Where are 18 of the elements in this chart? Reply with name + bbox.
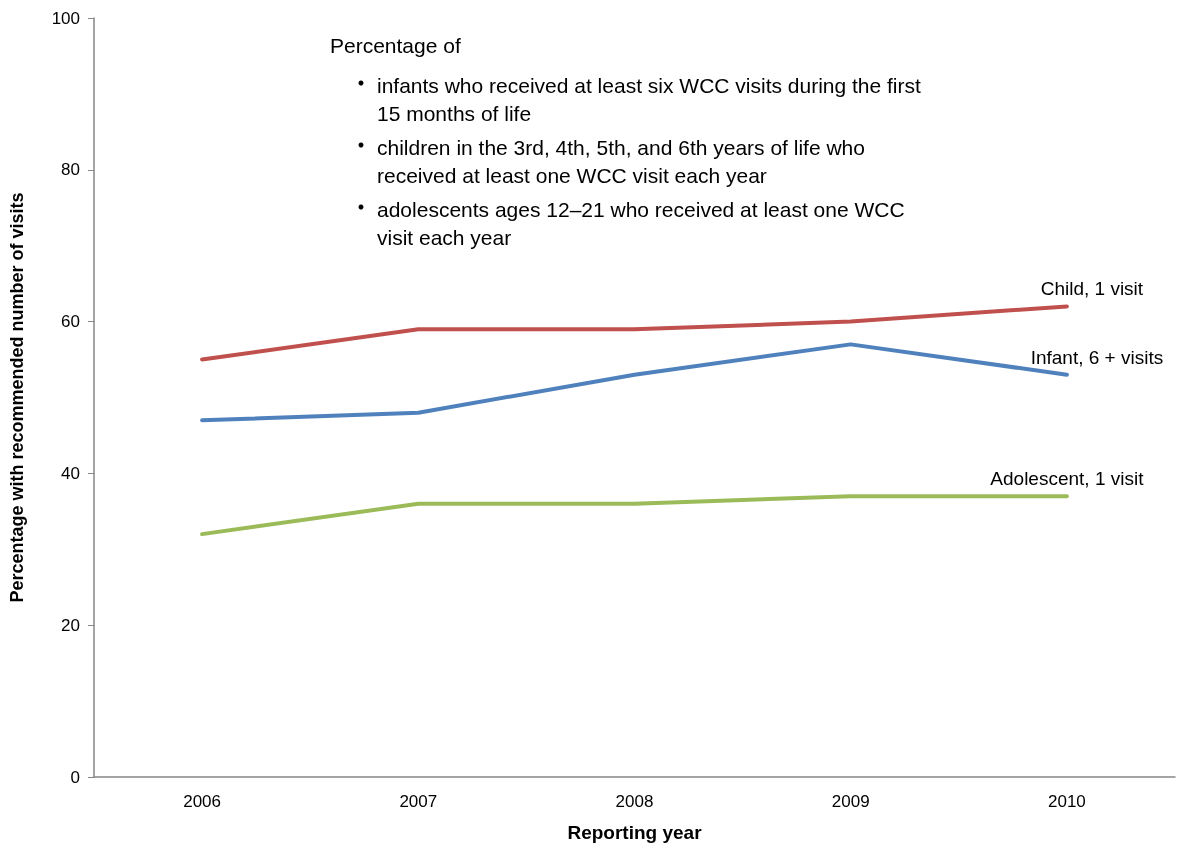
y-tick-label: 100 xyxy=(51,8,80,28)
series-label: Adolescent, 1 visit xyxy=(990,468,1145,490)
y-tick-label: 20 xyxy=(61,615,80,635)
x-tick-label: 2006 xyxy=(183,792,222,811)
series-label: Child, 1 visit xyxy=(1040,278,1144,300)
annotation: Percentage of xyxy=(330,34,461,57)
y-tick-label: 40 xyxy=(61,463,80,483)
x-tick-label: 2010 xyxy=(1047,792,1086,811)
annotation: adolescents ages 12–21 who received at least one WCC visit each year xyxy=(377,197,911,249)
y-tick-label: 0 xyxy=(70,767,80,787)
x-tick-label: 2008 xyxy=(615,792,654,811)
x-axis-title: Reporting year xyxy=(567,822,703,843)
x-tick-label: 2007 xyxy=(399,792,438,811)
series-label: Infant, 6 + visits xyxy=(1030,346,1164,368)
y-axis-title: Percentage with recommended number of visits xyxy=(7,192,27,603)
y-tick-label: 80 xyxy=(61,160,80,180)
x-tick-label: 2009 xyxy=(831,792,870,811)
y-tick-label: 60 xyxy=(61,312,80,332)
